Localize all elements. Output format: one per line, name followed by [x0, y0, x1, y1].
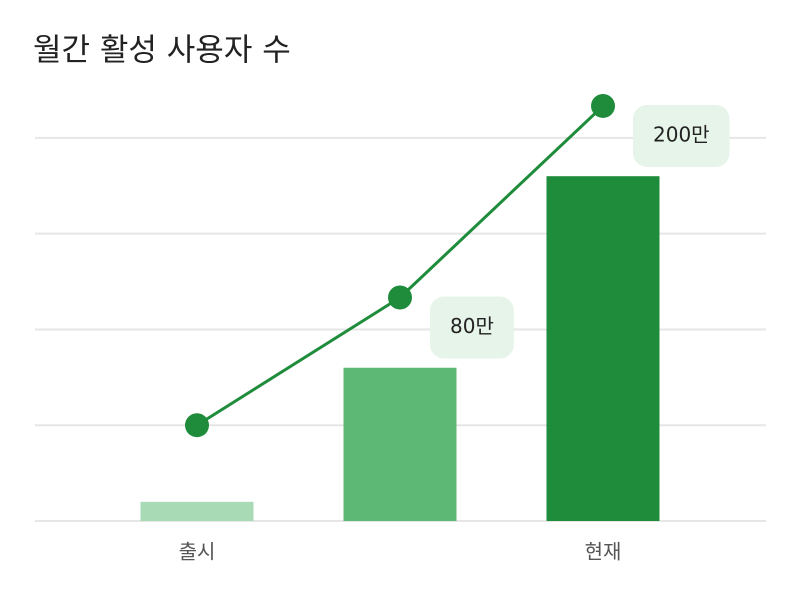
value-label-box [430, 296, 514, 359]
value-label: 80만 [450, 314, 494, 338]
bar [140, 501, 254, 521]
bar [546, 176, 660, 521]
x-tick-label: 현재 [585, 540, 622, 564]
chart-title: 월간 활성 사용자 수 [33, 33, 291, 69]
bar [343, 367, 457, 521]
line-point [591, 93, 615, 118]
value-label: 200만 [653, 122, 710, 146]
line-point [388, 285, 412, 310]
line-point [185, 413, 209, 438]
value-label-box [633, 104, 730, 167]
x-tick-label: 출시 [179, 540, 216, 564]
